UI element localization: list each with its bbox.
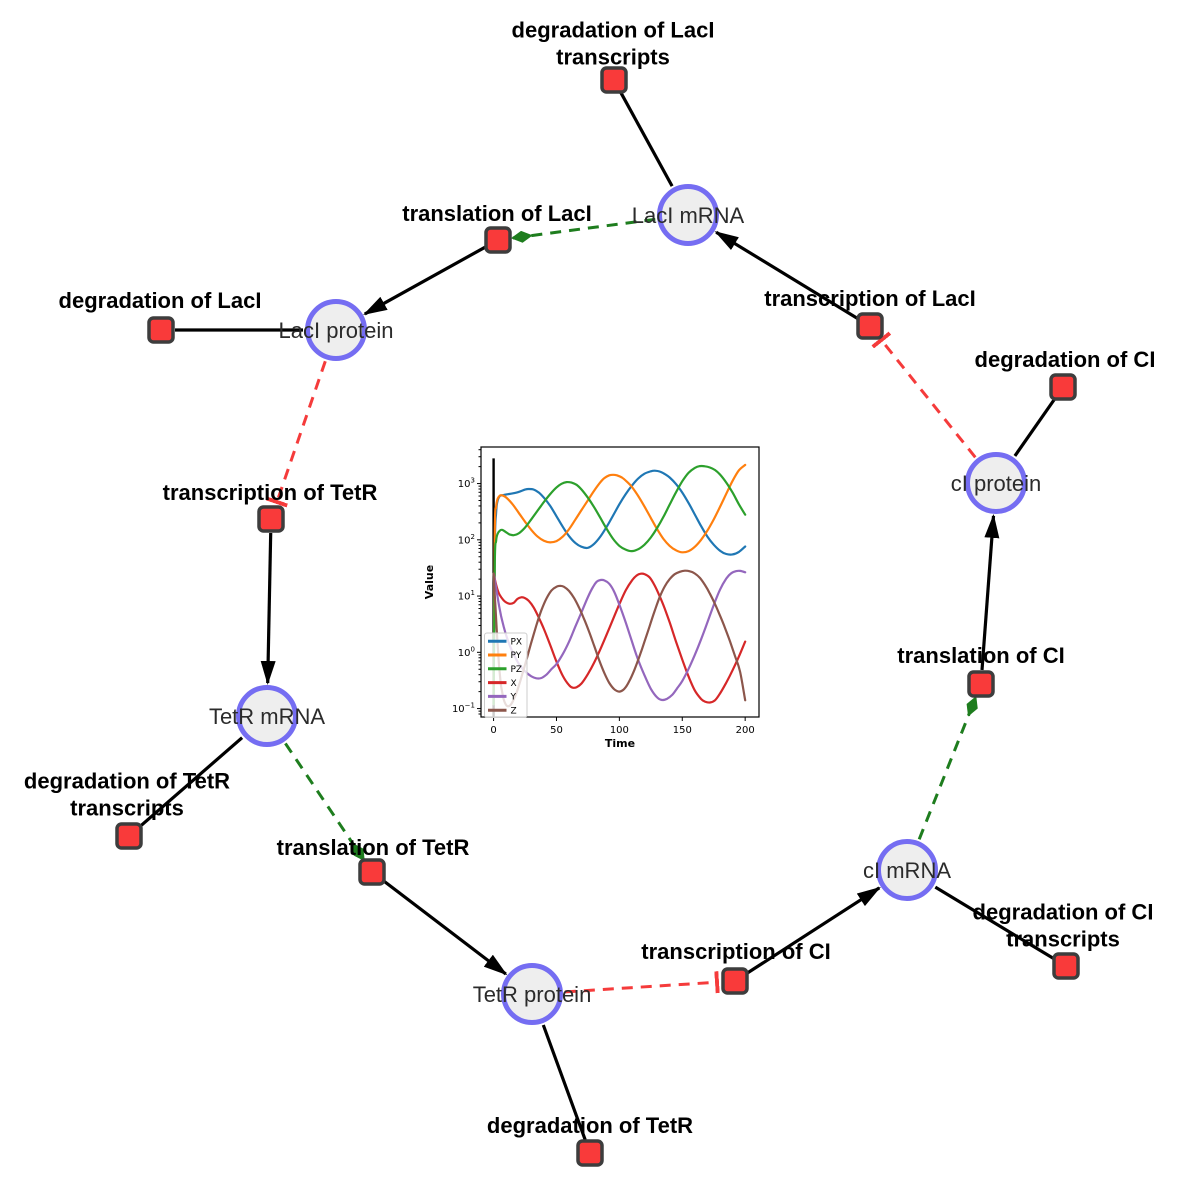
y-tick-label: 100 (458, 645, 475, 659)
reaction-node-transl-tetr[interactable] (358, 858, 386, 886)
species-label-tetr-protein: TetR protein (473, 982, 592, 1007)
reaction-label-deg-tetr-transcripts: degradation of TetR transcripts (24, 769, 230, 821)
series-line-z (492, 569, 747, 708)
chart-x-axis-label: Time (605, 737, 635, 750)
edge-consumption-tetr-protein-to-deg-tetr (541, 1024, 587, 1141)
chart-ticks-group: 0 50 100 150 200 10−1 100 101 102 103 (452, 449, 755, 736)
reaction-node-deg-tetr-transcripts[interactable] (115, 822, 143, 850)
species-node-ci-protein[interactable] (965, 452, 1027, 514)
chart-series-group (492, 458, 747, 717)
species-node-ci-mrna[interactable] (876, 839, 938, 901)
series-line-pz (492, 464, 747, 706)
legend-entry-z: Z (511, 706, 517, 716)
edge-production-tx-tetr-to-tetr-mrna (260, 532, 276, 685)
species-label-laci-protein: LacI protein (279, 318, 394, 343)
reaction-node-deg-tetr[interactable] (576, 1139, 604, 1167)
reaction-label-transl-ci: translation of CI (897, 643, 1064, 668)
edges-layer (138, 91, 1057, 1141)
edge-consumption-tetr-mrna-to-deg-tetr-transcripts (138, 736, 244, 829)
species-label-tetr-mrna: TetR mRNA (209, 704, 325, 729)
y-tick-label: 102 (458, 533, 475, 547)
reaction-node-tx-laci[interactable] (856, 312, 884, 340)
reaction-label-tx-laci: transcription of LacI (764, 286, 975, 311)
reaction-label-tx-tetr: transcription of TetR (163, 480, 378, 505)
legend-entry-px: PX (511, 637, 523, 647)
reaction-node-tx-tetr[interactable] (257, 505, 285, 533)
reaction-label-deg-ci-transcripts: degradation of CI transcripts (973, 900, 1154, 952)
reaction-node-deg-laci[interactable] (147, 316, 175, 344)
edge-inhibition-ci-protein-to-tx-laci (871, 331, 977, 459)
chart-y-axis-label: Value (423, 565, 436, 599)
reaction-node-transl-ci[interactable] (967, 670, 995, 698)
edge-modifier-ci-mrna-to-transl-ci (917, 696, 978, 840)
y-tick-label: 103 (458, 477, 475, 491)
x-tick-label: 100 (610, 725, 629, 736)
reaction-label-transl-laci: translation of LacI (402, 201, 591, 226)
series-line-py (492, 463, 747, 706)
edge-inhibition-laci-protein-to-tx-tetr (265, 360, 327, 508)
legend-entry-y: Y (510, 693, 517, 703)
legend-entry-x: X (511, 679, 517, 689)
nodes-layer (115, 66, 1080, 1167)
series-line-x (492, 572, 747, 704)
chart-axes-frame (480, 446, 760, 718)
reaction-label-deg-ci: degradation of CI (975, 347, 1156, 372)
x-tick-label: 50 (550, 725, 563, 736)
edge-consumption-ci-mrna-to-deg-ci-transcripts (934, 885, 1055, 961)
reaction-node-deg-ci[interactable] (1049, 373, 1077, 401)
reaction-label-transl-tetr: translation of TetR (277, 835, 470, 860)
reaction-node-tx-ci[interactable] (721, 967, 749, 995)
edge-production-tx-laci-to-laci-mrna (714, 230, 859, 321)
reaction-label-deg-laci-transcripts: degradation of LacI transcripts (512, 18, 715, 70)
labels-layer: LacI mRNA LacI protein TetR mRNA TetR prote… (24, 18, 1156, 1139)
species-label-ci-mrna: cI mRNA (863, 858, 951, 883)
legend-entry-pz: PZ (511, 665, 523, 675)
y-tick-label: 101 (458, 589, 475, 603)
x-tick-label: 0 (490, 725, 496, 736)
species-node-laci-protein[interactable] (305, 299, 367, 361)
legend-entry-py: PY (511, 651, 522, 661)
reaction-label-deg-tetr: degradation of TetR (487, 1113, 693, 1138)
species-node-tetr-protein[interactable] (501, 963, 563, 1025)
reaction-label-deg-laci: degradation of LacI (59, 288, 262, 313)
edge-modifier-tetr-mrna-to-transl-tetr (284, 742, 365, 862)
edge-production-transl-ci-to-ci-protein (980, 513, 1000, 671)
edge-consumption-laci-mrna-to-deg-laci-transcripts (619, 91, 674, 187)
reaction-node-transl-laci[interactable] (484, 226, 512, 254)
x-tick-label: 200 (736, 725, 755, 736)
species-label-ci-protein: cI protein (951, 471, 1042, 496)
x-tick-label: 150 (673, 725, 692, 736)
species-node-laci-mrna[interactable] (657, 184, 719, 246)
species-label-laci-mrna: LacI mRNA (632, 203, 745, 228)
edge-production-transl-laci-to-laci-protein (363, 245, 487, 316)
species-node-tetr-mrna[interactable] (236, 685, 298, 747)
chart-legend: PX PY PZ XYZ (484, 632, 528, 718)
reaction-node-deg-ci-transcripts[interactable] (1052, 952, 1080, 980)
edge-production-tx-ci-to-ci-mrna (745, 886, 881, 975)
edge-inhibition-tetr-protein-to-tx-ci (564, 971, 720, 994)
reaction-label-tx-ci: transcription of CI (641, 939, 830, 964)
y-tick-label: 10−1 (452, 702, 475, 716)
reaction-node-deg-laci-transcripts[interactable] (600, 66, 628, 94)
edge-modifier-laci-mrna-to-transl-laci (510, 217, 656, 243)
edge-production-transl-tetr-to-tetr-protein (382, 879, 508, 976)
edge-consumption-ci-protein-to-deg-ci (1013, 397, 1057, 457)
